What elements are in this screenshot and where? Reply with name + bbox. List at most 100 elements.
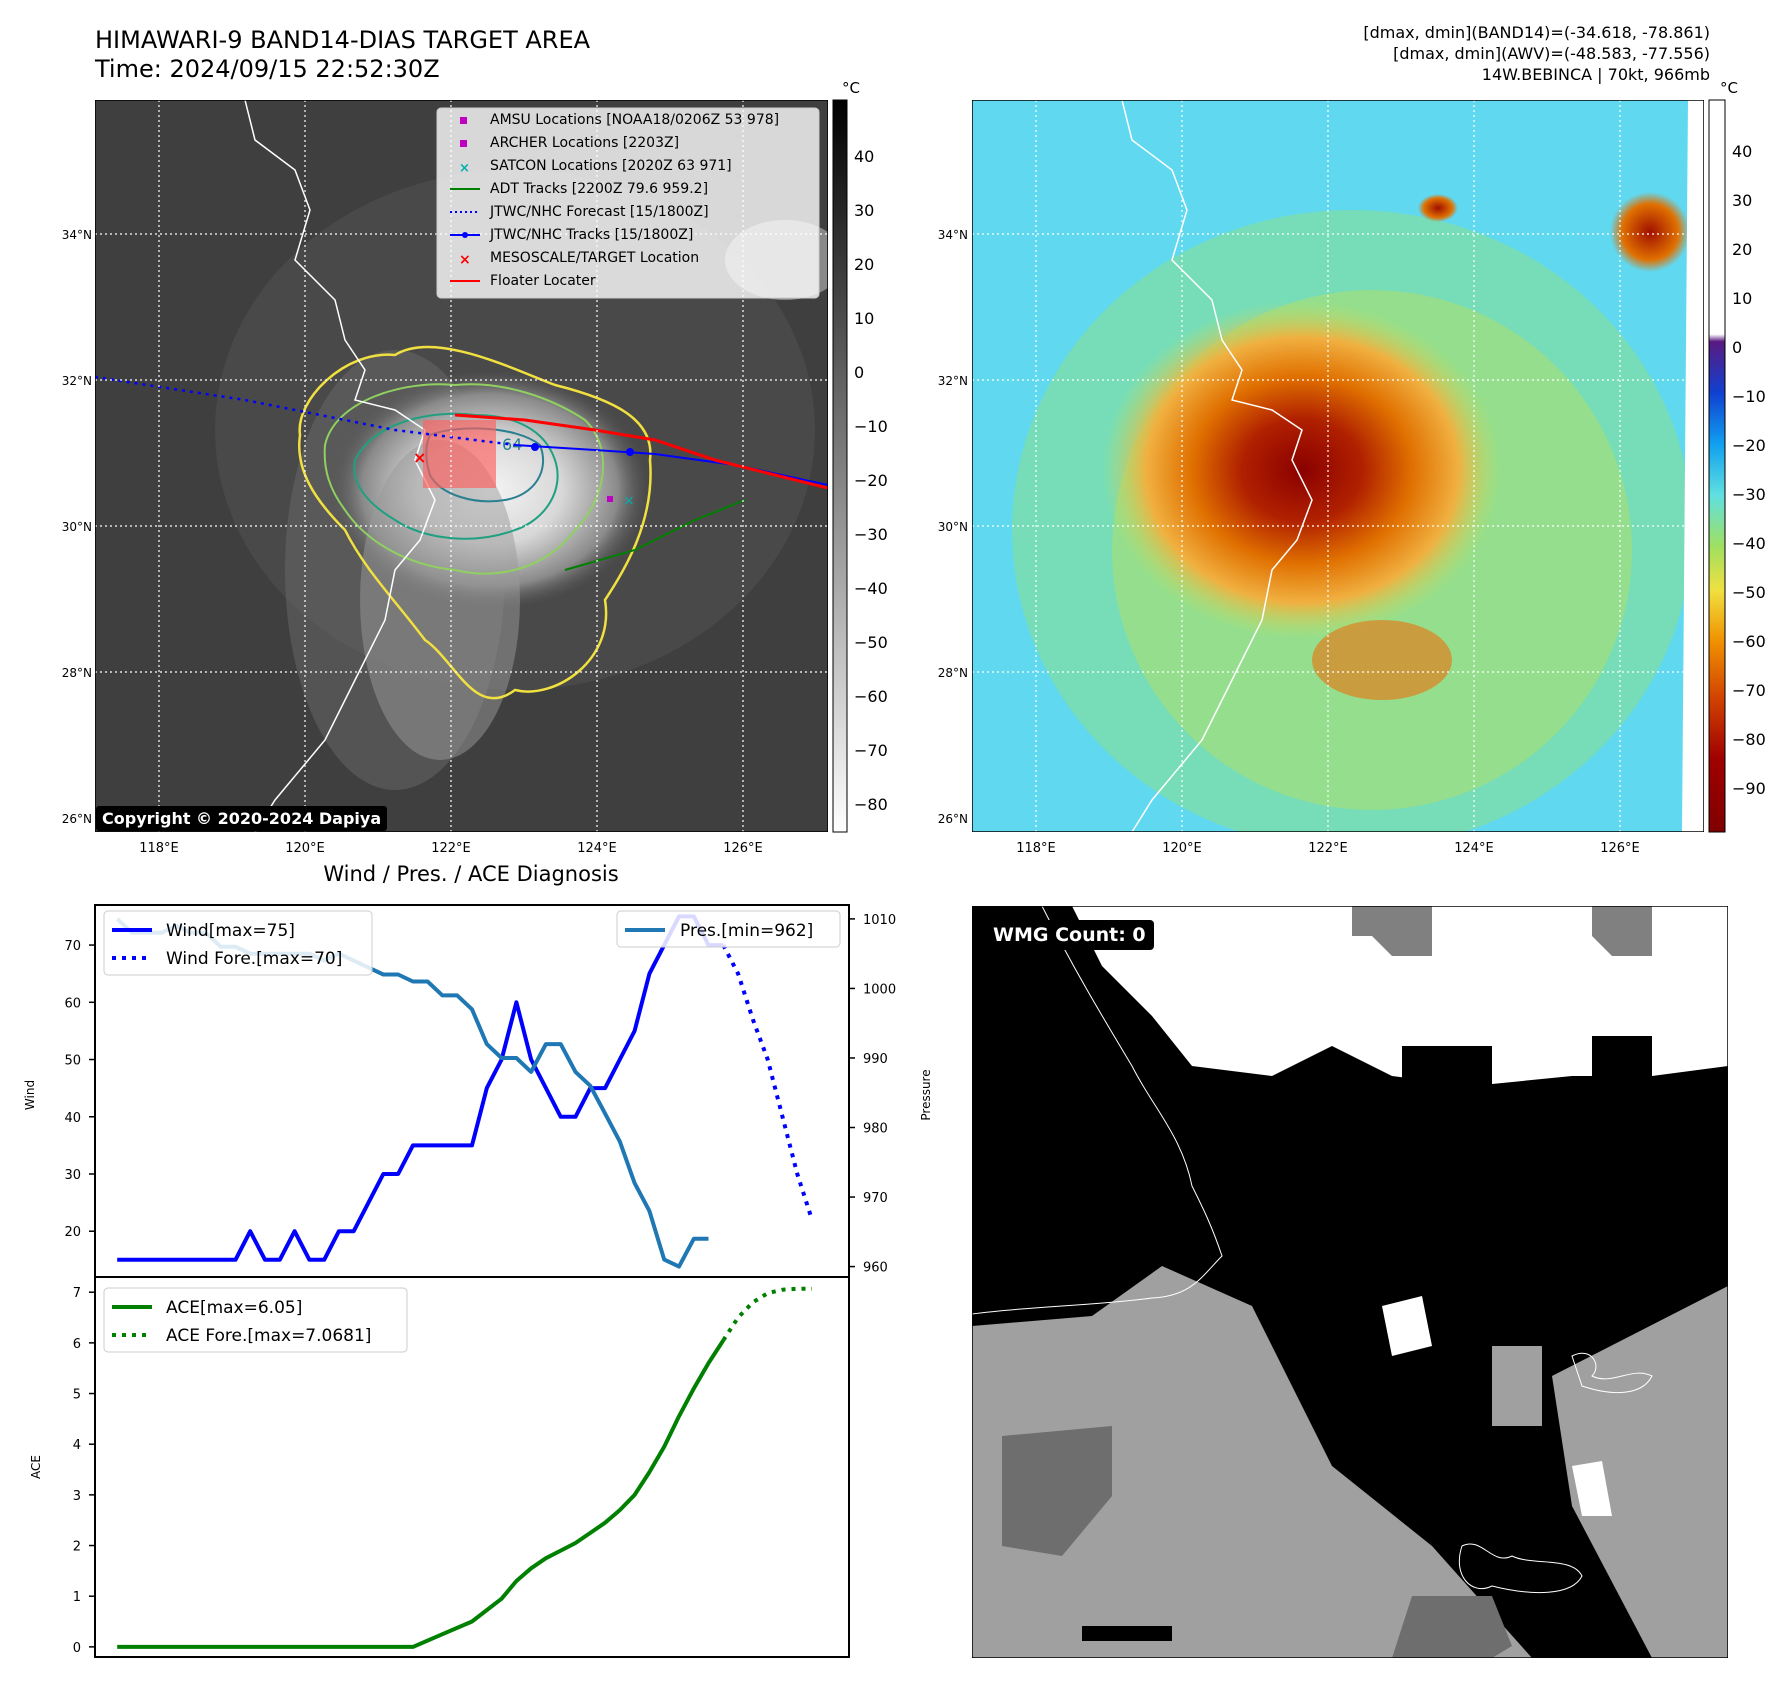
ace-y-axis: 0 1 2 3 4 5 6 7 — [73, 1286, 95, 1656]
awv-lon-126: 126°E — [1600, 841, 1640, 856]
y2-tick-label: 1000 — [863, 982, 896, 997]
ir-lat-axis: 34°N 32°N 30°N 28°N 26°N — [62, 228, 92, 826]
y-tick-label: 7 — [73, 1286, 81, 1301]
wind-y-axis: 20 30 40 50 60 70 — [64, 939, 95, 1240]
amsu-marker — [607, 496, 613, 502]
awv-lon-118: 118°E — [1016, 841, 1056, 856]
ir-lat-34: 34°N — [62, 228, 92, 242]
wind-axis-label: Wind — [23, 1080, 37, 1110]
awv-cb-tick: −50 — [1732, 583, 1766, 602]
awv-storm-core — [1102, 300, 1502, 640]
awv-colorbar: °C 40 30 20 10 0 −10 −20 −30 −40 −50 −60… — [1708, 79, 1766, 833]
ir-lat-26: 26°N — [62, 812, 92, 826]
legend-jtwc-tracks: JTWC/NHC Tracks [15/1800Z] — [489, 227, 693, 243]
series-line-wind-fore- — [721, 944, 814, 1221]
y2-tick-label: 980 — [863, 1122, 888, 1137]
info-line-3: 14W.BEBINCA | 70kt, 966mb — [1481, 65, 1710, 84]
awv-lat-26: 26°N — [938, 812, 968, 826]
map-legend: AMSU Locations [NOAA18/0206Z 53 978] ARC… — [436, 107, 820, 299]
title-line-2: Time: 2024/09/15 22:52:30Z — [95, 55, 440, 83]
y-tick-label: 50 — [64, 1054, 81, 1069]
ir-cb-tick: −80 — [854, 795, 888, 814]
y-tick-label: 4 — [73, 1438, 81, 1453]
pressure-y-axis: 960 970 980 990 1000 1010 — [849, 913, 896, 1276]
awv-cb-tick: 40 — [1732, 142, 1752, 161]
y-tick-label: 0 — [73, 1641, 81, 1656]
ir-cb-tick: −40 — [854, 579, 888, 598]
y2-tick-label: 960 — [863, 1261, 888, 1276]
awv-cb-tick: 20 — [1732, 240, 1752, 259]
ir-lat-28: 28°N — [62, 666, 92, 680]
info-line-1: [dmax, dmin](BAND14)=(-34.618, -78.861) — [1363, 23, 1710, 42]
wmg-map-panel — [972, 906, 1728, 1658]
y-tick-label: 5 — [73, 1388, 81, 1403]
mesoscale-target-marker: × — [413, 448, 426, 467]
ir-cb-tick: −70 — [854, 741, 888, 760]
wind-legend: Wind[max=75] Wind Fore.[max=70] — [103, 910, 373, 976]
legend-ace-forecast: ACE Fore.[max=7.0681] — [166, 1326, 371, 1346]
ir-lon-124: 124°E — [577, 841, 617, 856]
ir-lon-122: 122°E — [431, 841, 471, 856]
awv-cb-tick: 0 — [1732, 338, 1742, 357]
awv-cb-tick: −80 — [1732, 730, 1766, 749]
ir-lon-120: 120°E — [285, 841, 325, 856]
legend-ace: ACE[max=6.05] — [166, 1298, 302, 1318]
ir-cb-tick: 20 — [854, 255, 874, 274]
series-line-wind — [117, 914, 724, 1262]
svg-text:×: × — [459, 252, 471, 268]
awv-colorbar-unit: °C — [1720, 79, 1738, 97]
awv-lon-124: 124°E — [1454, 841, 1494, 856]
ir-cb-tick: −30 — [854, 525, 888, 544]
wmg-count-badge: WMG Count: 0 — [985, 920, 1154, 950]
ir-cb-tick: −20 — [854, 471, 888, 490]
ir-lon-axis: 118°E 120°E 122°E 124°E 126°E — [139, 841, 763, 856]
y-tick-label: 3 — [73, 1489, 81, 1504]
series-line-ace — [117, 1339, 725, 1649]
awv-lat-32: 32°N — [938, 374, 968, 388]
legend-archer: ARCHER Locations [2203Z] — [490, 135, 679, 151]
contour-yellow — [297, 345, 652, 700]
floater-track — [454, 413, 828, 490]
y-tick-label: 40 — [64, 1111, 81, 1126]
awv-cb-tick: −90 — [1732, 779, 1766, 798]
y-tick-label: 2 — [73, 1540, 81, 1555]
contour-label: 64 — [502, 435, 522, 454]
ir-cb-tick: 10 — [854, 309, 874, 328]
awv-gridlines — [972, 100, 1704, 832]
ir-colorbar-unit: °C — [842, 79, 860, 97]
y-tick-label: 70 — [64, 939, 81, 954]
awv-cb-tick: −10 — [1732, 387, 1766, 406]
ir-cb-tick: 40 — [854, 147, 874, 166]
legend-wind: Wind[max=75] — [166, 921, 295, 941]
legend-pressure: Pres.[min=962] — [680, 921, 813, 941]
y2-tick-label: 990 — [863, 1052, 888, 1067]
ir-cb-tick: 0 — [854, 363, 864, 382]
awv-cb-tick: −20 — [1732, 436, 1766, 455]
ir-colorbar: °C 40 30 20 10 0 −10 −20 −30 −40 −50 −60… — [832, 79, 888, 833]
legend-floater: Floater Locater — [490, 273, 596, 289]
wmg-gray-region — [972, 1266, 1532, 1658]
y-tick-label: 60 — [64, 996, 81, 1011]
y-tick-label: 1 — [73, 1590, 81, 1605]
ir-cb-tick: −60 — [854, 687, 888, 706]
wmg-clear-region — [972, 906, 1728, 1086]
figure-title: HIMAWARI-9 BAND14-DIAS TARGET AREA Time:… — [95, 26, 590, 84]
contour-lightgreen — [323, 383, 605, 575]
ir-lat-30: 30°N — [62, 520, 92, 534]
awv-lat-30: 30°N — [938, 520, 968, 534]
awv-lon-120: 120°E — [1162, 841, 1202, 856]
diagnosis-title: Wind / Pres. / ACE Diagnosis — [323, 862, 619, 886]
wmg-coastline — [972, 906, 1223, 1315]
ir-map-panel: 64 × × AMSU Locations [NOAA18/0206Z 53 9… — [95, 100, 828, 832]
ir-cb-tick: 30 — [854, 201, 874, 220]
awv-cb-tick: 30 — [1732, 191, 1752, 210]
title-line-1: HIMAWARI-9 BAND14-DIAS TARGET AREA — [95, 26, 591, 54]
ir-lat-32: 32°N — [62, 374, 92, 388]
intensity-info: [dmax, dmin](BAND14)=(-34.618, -78.861) … — [1363, 22, 1710, 85]
copyright-badge: Copyright © 2020-2024 Dapiya — [96, 806, 388, 831]
adt-track — [564, 499, 746, 571]
contour-teal — [353, 412, 559, 540]
ir-lon-126: 126°E — [723, 841, 763, 856]
awv-cb-tick: −40 — [1732, 534, 1766, 553]
